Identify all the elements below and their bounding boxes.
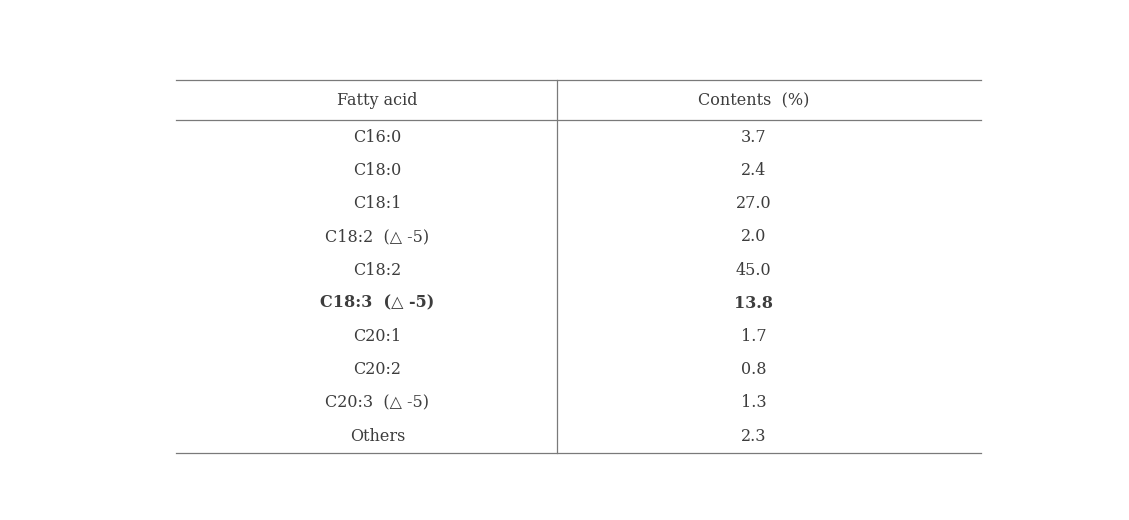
Text: C20:1: C20:1	[353, 328, 402, 345]
Text: 27.0: 27.0	[736, 195, 771, 212]
Text: 2.3: 2.3	[741, 427, 767, 445]
Text: 13.8: 13.8	[734, 295, 773, 312]
Text: 1.7: 1.7	[741, 328, 767, 345]
Text: C18:0: C18:0	[353, 162, 402, 179]
Text: Contents  (%): Contents (%)	[698, 92, 809, 109]
Text: 45.0: 45.0	[736, 262, 771, 279]
Text: 1.3: 1.3	[741, 395, 767, 411]
Text: Others: Others	[350, 427, 405, 445]
Text: 2.4: 2.4	[741, 162, 767, 179]
Text: C16:0: C16:0	[353, 128, 402, 146]
Text: C18:1: C18:1	[353, 195, 402, 212]
Text: C18:2: C18:2	[353, 262, 402, 279]
Text: 2.0: 2.0	[741, 228, 767, 245]
Text: C20:2: C20:2	[353, 361, 402, 378]
Text: C20:3  (△ -5): C20:3 (△ -5)	[325, 395, 429, 411]
Text: Fatty acid: Fatty acid	[338, 92, 418, 109]
Text: C18:2  (△ -5): C18:2 (△ -5)	[325, 228, 429, 245]
Text: 3.7: 3.7	[741, 128, 767, 146]
Text: C18:3  (△ -5): C18:3 (△ -5)	[321, 295, 435, 312]
Text: 0.8: 0.8	[741, 361, 767, 378]
